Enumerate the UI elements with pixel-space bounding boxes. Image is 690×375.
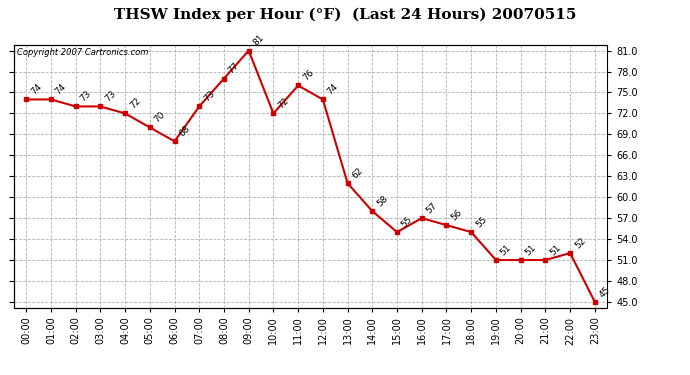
Text: 51: 51 bbox=[548, 243, 562, 257]
Text: 81: 81 bbox=[251, 33, 266, 48]
Text: 73: 73 bbox=[103, 89, 117, 104]
Text: 55: 55 bbox=[400, 215, 414, 229]
Text: 74: 74 bbox=[29, 82, 43, 97]
Text: 77: 77 bbox=[227, 61, 242, 76]
Text: 72: 72 bbox=[128, 96, 142, 111]
Text: 74: 74 bbox=[54, 82, 68, 97]
Text: 51: 51 bbox=[499, 243, 513, 257]
Text: 68: 68 bbox=[177, 124, 192, 139]
Text: 73: 73 bbox=[79, 89, 93, 104]
Text: 72: 72 bbox=[276, 96, 290, 111]
Text: 76: 76 bbox=[301, 68, 315, 83]
Text: 70: 70 bbox=[152, 110, 167, 125]
Text: 73: 73 bbox=[202, 89, 217, 104]
Text: 56: 56 bbox=[449, 208, 464, 222]
Text: 45: 45 bbox=[598, 285, 612, 299]
Text: 57: 57 bbox=[424, 201, 439, 215]
Text: THSW Index per Hour (°F)  (Last 24 Hours) 20070515: THSW Index per Hour (°F) (Last 24 Hours)… bbox=[114, 8, 576, 22]
Text: 58: 58 bbox=[375, 194, 390, 208]
Text: 51: 51 bbox=[524, 243, 538, 257]
Text: 52: 52 bbox=[573, 236, 587, 250]
Text: 74: 74 bbox=[326, 82, 340, 97]
Text: 55: 55 bbox=[474, 215, 489, 229]
Text: Copyright 2007 Cartronics.com: Copyright 2007 Cartronics.com bbox=[17, 48, 148, 57]
Text: 62: 62 bbox=[351, 166, 365, 180]
